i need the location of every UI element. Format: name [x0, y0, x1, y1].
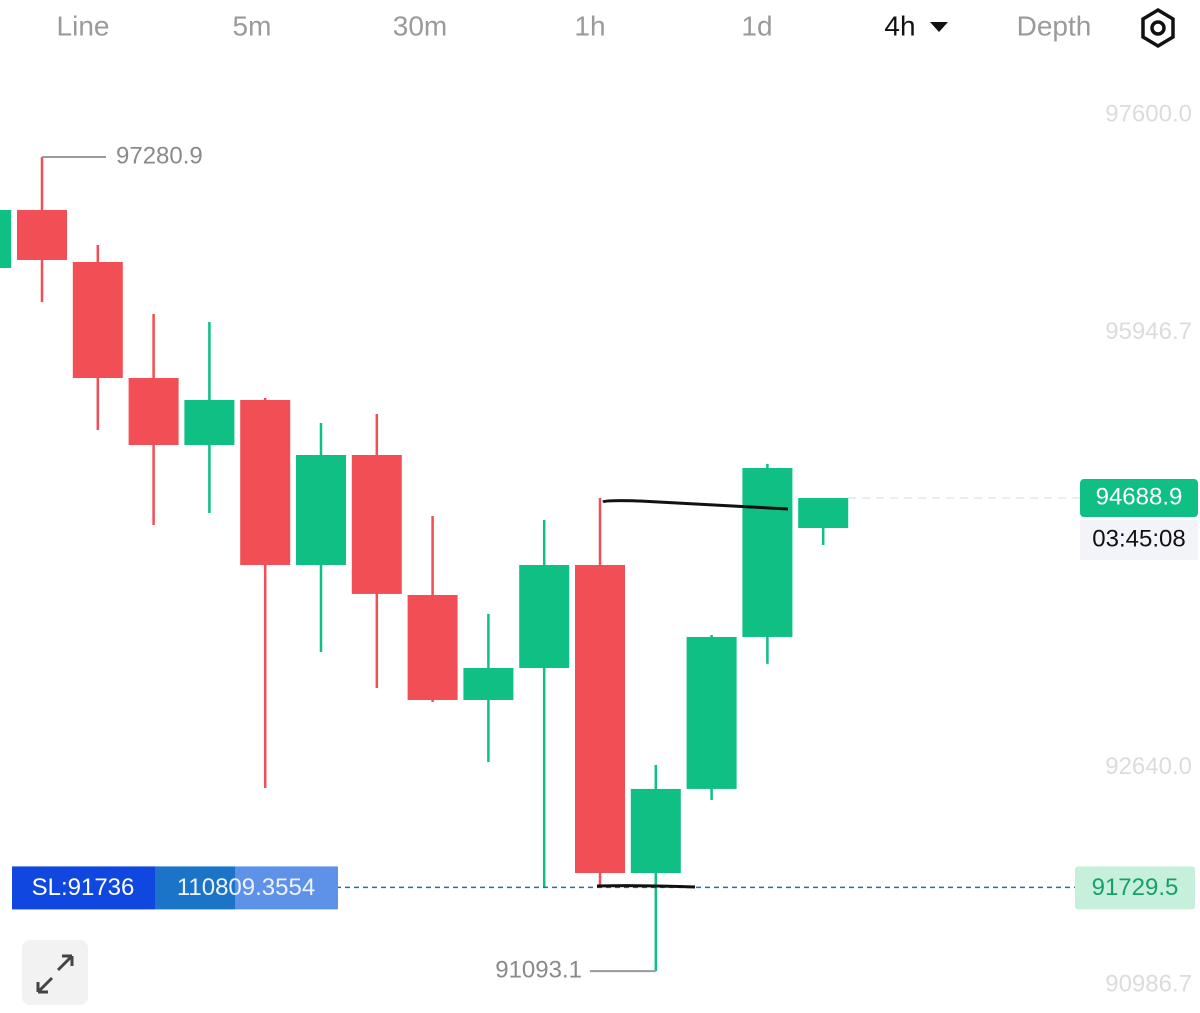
settings-circle	[1150, 20, 1166, 36]
y-tick-label: 92640.0	[1105, 753, 1192, 780]
price-badge	[1080, 479, 1198, 518]
drawn-line	[596, 884, 696, 889]
order-price-badge	[1075, 866, 1195, 910]
candle-body	[17, 209, 67, 260]
y-tick-label: 90986.7	[1105, 970, 1192, 997]
candle-body	[184, 399, 235, 445]
expand-button[interactable]	[22, 940, 88, 1005]
y-tick-label: 97600.0	[1105, 100, 1192, 127]
tab[interactable]: 30m	[393, 10, 447, 41]
candle-body	[686, 636, 737, 789]
candle-body	[798, 498, 849, 529]
candle-body	[72, 261, 123, 379]
candle-body	[296, 454, 346, 565]
sl-label: SL:91736	[32, 874, 135, 901]
tab[interactable]: Line	[57, 10, 110, 41]
tab[interactable]: Depth	[1017, 10, 1092, 41]
candle-body	[351, 454, 402, 594]
candle-body	[575, 564, 625, 874]
price-badge-label: 94688.9	[1096, 483, 1183, 510]
candle-body	[240, 399, 291, 565]
countdown-bg	[1080, 520, 1198, 561]
candle-body	[519, 564, 570, 669]
position-badge[interactable]	[155, 866, 235, 910]
settings-hexagon	[1141, 7, 1175, 49]
y-tick-label: 95946.7	[1105, 318, 1192, 345]
tab-dropdown	[930, 22, 948, 32]
candle-body	[407, 594, 458, 700]
candle-body	[0, 209, 12, 269]
settings-icon[interactable]	[1141, 7, 1175, 49]
candle-body	[742, 468, 793, 637]
expand-bg	[22, 940, 88, 1005]
position-badge-2	[235, 866, 338, 910]
tab[interactable]: 1h	[574, 10, 605, 41]
expand-arrows	[36, 954, 74, 994]
candle-body	[463, 668, 514, 700]
order-price-label: 91729.5	[1092, 874, 1179, 901]
low-label: 91093.1	[495, 956, 582, 983]
position-label: 110809.3554	[177, 874, 315, 901]
drawn-line	[602, 499, 789, 511]
tab[interactable]: 5m	[233, 10, 272, 41]
tab[interactable]: 1d	[741, 10, 772, 41]
candle-body	[128, 378, 179, 445]
high-label: 97280.9	[116, 142, 203, 169]
candle-body	[630, 788, 681, 874]
tab[interactable]: 4h	[884, 10, 915, 41]
countdown: 03:45:08	[1092, 525, 1185, 552]
sl-badge[interactable]	[12, 866, 155, 910]
